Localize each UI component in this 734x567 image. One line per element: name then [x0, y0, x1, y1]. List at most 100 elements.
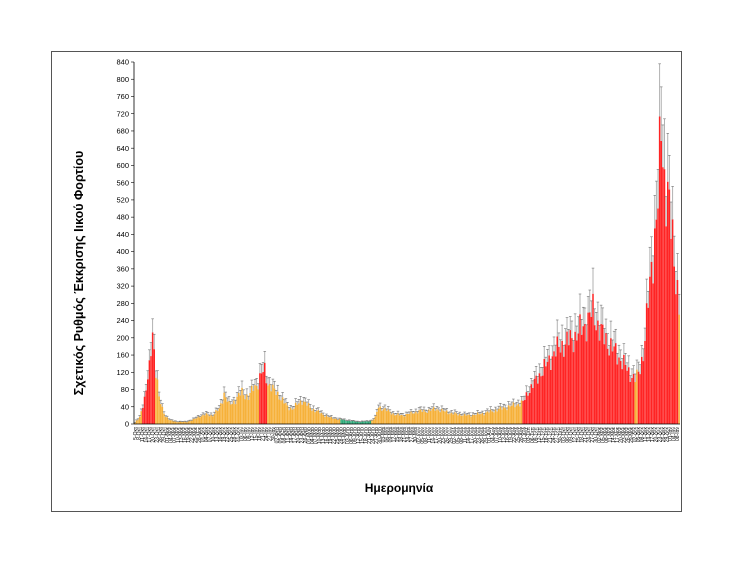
bar [371, 420, 373, 424]
bar [233, 400, 235, 424]
bar [218, 408, 220, 424]
bar [442, 410, 445, 424]
bar [602, 324, 604, 424]
bar [678, 314, 680, 424]
x-tick-label: 07-Μαρ [314, 427, 320, 444]
x-tick-label: 20-Φεβ [296, 427, 302, 443]
bar [343, 419, 346, 424]
bar [223, 392, 225, 424]
bar [226, 401, 229, 424]
bar [317, 410, 320, 424]
y-tick-label: 360 [116, 264, 129, 273]
bar [285, 402, 287, 424]
bar [637, 371, 640, 424]
x-tick-label: 22-Δεκ [225, 427, 231, 443]
bar [212, 416, 214, 424]
bar [590, 317, 593, 424]
x-tick-label: 20-Δεκ [654, 427, 660, 443]
x-tick-label: 10-Δεκ [211, 427, 217, 443]
bar [476, 412, 479, 424]
x-tick-label: 07-Αυγ [494, 427, 500, 443]
bar [238, 392, 240, 424]
bar [234, 404, 237, 424]
bar [481, 413, 484, 424]
x-tick-label: 02-Ιουν [416, 427, 422, 444]
x-tick-label: 06-Απρ [349, 427, 355, 444]
bar [202, 414, 204, 424]
bar [501, 409, 503, 424]
x-tick-label: 08-Ιουλ [459, 427, 465, 444]
bar [142, 407, 144, 424]
bar [517, 403, 519, 424]
x-tick-label: 27-Ιαν [268, 427, 274, 442]
bar [294, 402, 297, 424]
x-tick-label: 23-Οκτ [154, 427, 160, 443]
bar [587, 312, 589, 424]
x-tick-label: 18-Μαϊ [399, 426, 405, 442]
x-tick-label: 14-Νοε [611, 426, 617, 443]
bar [270, 391, 272, 424]
bar [376, 411, 378, 424]
bar [359, 422, 362, 424]
x-tick-label: 04-Ιαν [672, 427, 678, 442]
x-tick-label: 06-Σεπ [530, 426, 536, 443]
bar [381, 410, 383, 424]
y-tick-label: 760 [116, 92, 129, 101]
x-tick-label: 17-Δεκ [650, 427, 656, 443]
bar [382, 409, 385, 424]
bar [605, 333, 607, 424]
x-tick-label: 09-Ιαν [246, 427, 252, 442]
bar [272, 384, 274, 424]
bar [332, 418, 334, 424]
bar [179, 421, 181, 424]
bar [369, 420, 372, 424]
bar [135, 420, 138, 424]
bar [145, 390, 147, 424]
x-tick-label: 01-Αυγ [487, 427, 493, 443]
bar [504, 408, 506, 424]
x-tick-label: 17-Ιουν [434, 427, 440, 444]
x-tick-label: 23-Νοε [622, 426, 628, 443]
bar [429, 410, 432, 424]
bar [441, 408, 443, 424]
bar [444, 411, 446, 424]
x-tick-label: 24-Ιαν [264, 427, 270, 442]
bar [541, 375, 544, 424]
x-tick-label: 18-Ιαν [257, 427, 263, 442]
bar [255, 385, 258, 424]
bar [621, 369, 623, 424]
bar [186, 422, 188, 424]
bar [138, 416, 141, 424]
x-tick-label: 12-Απρ [356, 427, 362, 444]
x-tick-label: 30-Απρ [377, 427, 383, 444]
bar [410, 411, 412, 424]
bar [493, 412, 495, 424]
x-tick-label: 15-Σεπ [540, 426, 546, 443]
x-tick-label: 20-Νοε [618, 426, 624, 443]
bar [182, 421, 185, 424]
bar [195, 418, 198, 424]
bar [314, 412, 316, 424]
bar [260, 373, 263, 424]
bar [262, 372, 264, 424]
x-tick-label: 01-Μαρ [307, 427, 313, 444]
x-axis-label: Ημερομηνία [365, 481, 434, 495]
bar [535, 375, 537, 424]
bar [267, 385, 269, 424]
bar [654, 228, 656, 424]
bar [280, 400, 282, 424]
bar [244, 399, 246, 424]
bar [316, 410, 318, 424]
bar [377, 407, 380, 424]
bar [340, 419, 342, 424]
bar [527, 395, 529, 424]
bar [355, 421, 357, 424]
x-tick-label: 06-Μαϊ [385, 426, 391, 442]
bar [465, 415, 467, 424]
bar [626, 370, 628, 424]
bar [137, 419, 139, 424]
x-tick-label: 10-Αυγ [498, 427, 504, 443]
bar [174, 421, 177, 424]
x-tick-label: 19-Αυγ [509, 427, 515, 443]
bar [548, 355, 550, 424]
